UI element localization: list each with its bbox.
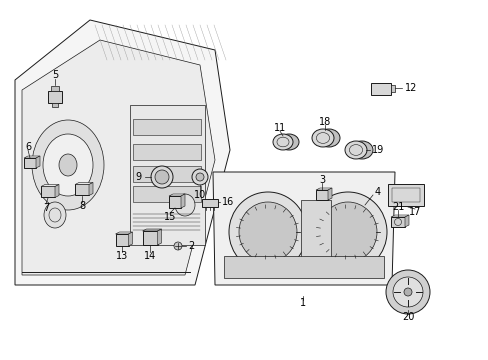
Text: 20: 20	[401, 312, 413, 322]
Polygon shape	[24, 156, 40, 158]
Polygon shape	[115, 232, 132, 234]
Ellipse shape	[155, 170, 169, 184]
Polygon shape	[142, 229, 161, 231]
Ellipse shape	[43, 134, 93, 196]
Ellipse shape	[32, 120, 104, 210]
Bar	[51, 86, 59, 91]
Polygon shape	[128, 232, 132, 246]
Text: 19: 19	[371, 145, 384, 155]
Text: 15: 15	[163, 212, 176, 222]
Polygon shape	[89, 183, 93, 195]
Bar	[133, 119, 201, 135]
Bar	[133, 144, 201, 160]
Polygon shape	[315, 188, 331, 190]
Polygon shape	[404, 215, 408, 227]
Polygon shape	[75, 183, 93, 184]
Ellipse shape	[311, 129, 333, 147]
Polygon shape	[55, 184, 59, 198]
Bar	[142, 231, 157, 245]
Bar	[48, 91, 62, 103]
Bar	[315, 190, 327, 200]
Text: 14: 14	[143, 251, 156, 261]
Text: 4: 4	[374, 187, 380, 197]
Bar	[115, 234, 128, 246]
Ellipse shape	[228, 192, 306, 272]
Text: 8: 8	[79, 201, 85, 211]
Ellipse shape	[174, 242, 182, 250]
Bar	[24, 158, 36, 168]
Polygon shape	[213, 172, 394, 285]
Text: 17: 17	[408, 207, 420, 217]
Text: 18: 18	[318, 117, 330, 127]
Bar	[75, 184, 89, 195]
Polygon shape	[15, 20, 229, 285]
Ellipse shape	[196, 173, 203, 181]
Ellipse shape	[59, 154, 77, 176]
Bar	[224, 256, 383, 278]
Bar	[301, 200, 330, 268]
Polygon shape	[41, 184, 59, 186]
Bar	[169, 196, 181, 208]
Ellipse shape	[350, 141, 372, 159]
Bar	[52, 103, 58, 107]
Bar	[390, 217, 404, 227]
Bar	[133, 166, 201, 182]
Bar	[202, 199, 218, 207]
Ellipse shape	[44, 202, 66, 228]
Polygon shape	[157, 229, 161, 245]
Ellipse shape	[385, 270, 429, 314]
Polygon shape	[36, 156, 40, 168]
Text: 11: 11	[273, 123, 285, 133]
Ellipse shape	[403, 288, 411, 296]
Ellipse shape	[192, 169, 207, 185]
Text: 6: 6	[25, 142, 31, 152]
Ellipse shape	[317, 129, 339, 147]
Text: 7: 7	[43, 203, 49, 213]
Text: 12: 12	[404, 83, 417, 93]
Ellipse shape	[392, 277, 422, 307]
Polygon shape	[22, 40, 215, 275]
Text: 3: 3	[318, 175, 325, 185]
Ellipse shape	[345, 141, 366, 159]
Ellipse shape	[151, 166, 173, 188]
Bar	[390, 85, 394, 92]
Bar	[391, 188, 419, 202]
Bar	[130, 105, 204, 245]
Ellipse shape	[272, 134, 292, 150]
Bar	[387, 184, 423, 206]
Ellipse shape	[308, 192, 386, 272]
Ellipse shape	[318, 202, 376, 262]
Ellipse shape	[279, 134, 298, 150]
Text: 10: 10	[193, 190, 206, 200]
Polygon shape	[327, 188, 331, 200]
Text: 13: 13	[116, 251, 128, 261]
Text: 9: 9	[136, 172, 142, 182]
Ellipse shape	[239, 202, 296, 262]
Ellipse shape	[175, 194, 195, 216]
Text: 16: 16	[222, 197, 234, 207]
Polygon shape	[181, 194, 184, 208]
Text: 5: 5	[52, 70, 58, 80]
Text: 21: 21	[391, 202, 404, 212]
Polygon shape	[390, 215, 408, 217]
Text: 2: 2	[187, 241, 194, 251]
Bar	[41, 186, 55, 198]
Bar	[133, 186, 201, 202]
Bar	[370, 83, 390, 95]
Polygon shape	[169, 194, 184, 196]
Text: 1: 1	[299, 298, 305, 308]
